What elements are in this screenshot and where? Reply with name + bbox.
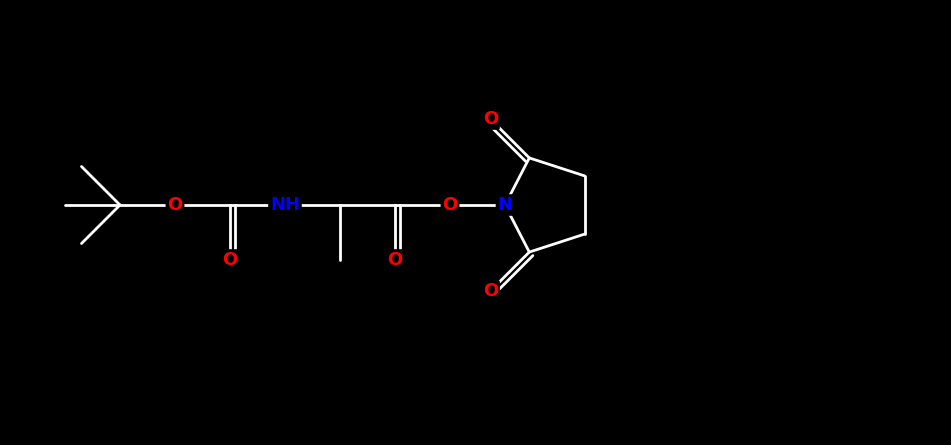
Text: NH: NH	[270, 196, 300, 214]
Text: O: O	[442, 196, 457, 214]
Text: O: O	[387, 251, 402, 269]
Text: O: O	[483, 282, 498, 300]
Text: N: N	[497, 196, 513, 214]
Text: O: O	[483, 110, 498, 128]
Text: O: O	[167, 196, 183, 214]
Text: O: O	[223, 251, 238, 269]
